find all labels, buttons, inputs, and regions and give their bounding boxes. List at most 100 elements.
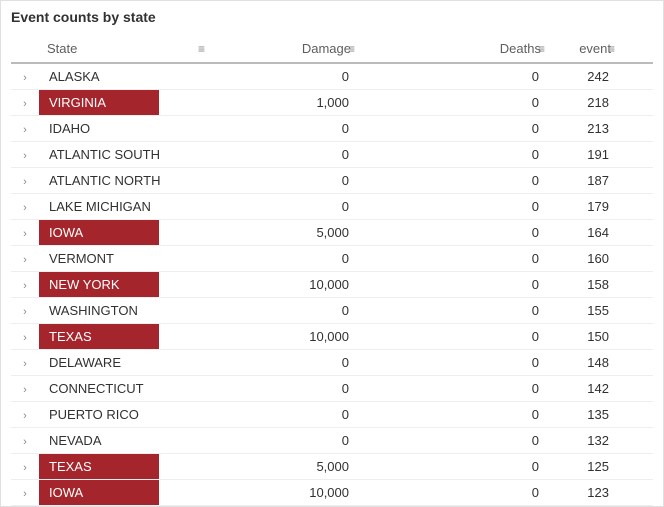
menu-icon[interactable]: ≡ (198, 42, 203, 56)
expand-cell[interactable]: › (11, 142, 39, 168)
table-row[interactable]: ›WASHINGTON00155 (11, 298, 653, 324)
state-label: WASHINGTON (39, 298, 159, 323)
table-row[interactable]: ›TEXAS10,0000150 (11, 324, 653, 350)
expand-cell[interactable]: › (11, 246, 39, 272)
state-label: CONNECTICUT (39, 376, 159, 401)
table-row[interactable]: ›DELAWARE00148 (11, 350, 653, 376)
chevron-right-icon[interactable]: › (23, 332, 27, 344)
table-row[interactable]: ›NEW YORK10,0000158 (11, 272, 653, 298)
event-cell: 132 (549, 428, 619, 454)
damage-cell: 0 (209, 63, 359, 90)
table-row[interactable]: ›CONNECTICUT00142 (11, 376, 653, 402)
pad-cell (619, 194, 653, 220)
chevron-right-icon[interactable]: › (23, 72, 27, 84)
state-cell: IOWA (39, 480, 209, 506)
expand-cell[interactable]: › (11, 272, 39, 298)
table-row[interactable]: ›VERMONT00160 (11, 246, 653, 272)
header-deaths[interactable]: Deaths ≡ (359, 35, 549, 63)
table-row[interactable]: ›IOWA10,0000123 (11, 480, 653, 506)
event-cell: 150 (549, 324, 619, 350)
chevron-right-icon[interactable]: › (23, 462, 27, 474)
header-deaths-label: Deaths (500, 41, 541, 56)
expand-cell[interactable]: › (11, 324, 39, 350)
chevron-right-icon[interactable]: › (23, 254, 27, 266)
chevron-right-icon[interactable]: › (23, 358, 27, 370)
state-label: ATLANTIC SOUTH (39, 142, 170, 167)
state-cell: ALASKA (39, 63, 209, 90)
expand-cell[interactable]: › (11, 194, 39, 220)
chevron-right-icon[interactable]: › (23, 488, 27, 500)
state-cell: NEW YORK (39, 272, 209, 298)
chevron-right-icon[interactable]: › (23, 202, 27, 214)
table-row[interactable]: ›ATLANTIC NORTH00187 (11, 168, 653, 194)
chevron-right-icon[interactable]: › (23, 228, 27, 240)
state-cell: LAKE MICHIGAN (39, 194, 209, 220)
expand-cell[interactable]: › (11, 116, 39, 142)
table-row[interactable]: ›PUERTO RICO00135 (11, 402, 653, 428)
deaths-cell: 0 (359, 168, 549, 194)
table-row[interactable]: ›IOWA5,0000164 (11, 220, 653, 246)
menu-icon[interactable]: ≡ (348, 42, 353, 56)
deaths-cell: 0 (359, 480, 549, 506)
chevron-right-icon[interactable]: › (23, 436, 27, 448)
deaths-cell: 0 (359, 298, 549, 324)
expand-cell[interactable]: › (11, 376, 39, 402)
event-cell: 179 (549, 194, 619, 220)
state-label: TEXAS (39, 454, 159, 479)
expand-cell[interactable]: › (11, 168, 39, 194)
expand-cell[interactable]: › (11, 90, 39, 116)
expand-cell[interactable]: › (11, 298, 39, 324)
expand-cell[interactable]: › (11, 454, 39, 480)
expand-cell[interactable]: › (11, 220, 39, 246)
table-row[interactable]: ›NEVADA00132 (11, 428, 653, 454)
state-cell: VERMONT (39, 246, 209, 272)
menu-icon[interactable]: ≡ (538, 42, 543, 56)
table-row[interactable]: ›LAKE MICHIGAN00179 (11, 194, 653, 220)
event-cell: 218 (549, 90, 619, 116)
expand-cell[interactable]: › (11, 480, 39, 506)
expand-cell[interactable]: › (11, 350, 39, 376)
pad-cell (619, 272, 653, 298)
header-event[interactable]: event ≡ (549, 35, 619, 63)
table-row[interactable]: ›ALASKA00242 (11, 63, 653, 90)
expand-cell[interactable]: › (11, 428, 39, 454)
chevron-right-icon[interactable]: › (23, 176, 27, 188)
pad-cell (619, 116, 653, 142)
state-cell: ATLANTIC NORTH (39, 168, 209, 194)
state-label: VIRGINIA (39, 90, 159, 115)
table-row[interactable]: ›ATLANTIC SOUTH00191 (11, 142, 653, 168)
damage-cell: 0 (209, 116, 359, 142)
chevron-right-icon[interactable]: › (23, 384, 27, 396)
deaths-cell: 0 (359, 194, 549, 220)
event-cell: 242 (549, 63, 619, 90)
menu-icon[interactable]: ≡ (608, 42, 613, 56)
header-state[interactable]: State ≡ (39, 35, 209, 63)
table-row[interactable]: ›VIRGINIA1,0000218 (11, 90, 653, 116)
state-cell: IDAHO (39, 116, 209, 142)
pad-cell (619, 63, 653, 90)
expand-cell[interactable]: › (11, 402, 39, 428)
event-cell: 160 (549, 246, 619, 272)
event-cell: 158 (549, 272, 619, 298)
chevron-right-icon[interactable]: › (23, 410, 27, 422)
data-table: State ≡ Damage ≡ Deaths ≡ event ≡ (11, 35, 653, 506)
pad-cell (619, 168, 653, 194)
deaths-cell: 0 (359, 428, 549, 454)
pad-cell (619, 246, 653, 272)
deaths-cell: 0 (359, 402, 549, 428)
chevron-right-icon[interactable]: › (23, 150, 27, 162)
event-cell: 123 (549, 480, 619, 506)
deaths-cell: 0 (359, 324, 549, 350)
chevron-right-icon[interactable]: › (23, 280, 27, 292)
table-row[interactable]: ›IDAHO00213 (11, 116, 653, 142)
expand-cell[interactable]: › (11, 63, 39, 90)
chevron-right-icon[interactable]: › (23, 98, 27, 110)
state-cell: TEXAS (39, 454, 209, 480)
table-row[interactable]: ›TEXAS5,0000125 (11, 454, 653, 480)
header-damage[interactable]: Damage ≡ (209, 35, 359, 63)
pad-cell (619, 350, 653, 376)
chevron-right-icon[interactable]: › (23, 306, 27, 318)
state-label: NEW YORK (39, 272, 159, 297)
chevron-right-icon[interactable]: › (23, 124, 27, 136)
damage-cell: 10,000 (209, 272, 359, 298)
